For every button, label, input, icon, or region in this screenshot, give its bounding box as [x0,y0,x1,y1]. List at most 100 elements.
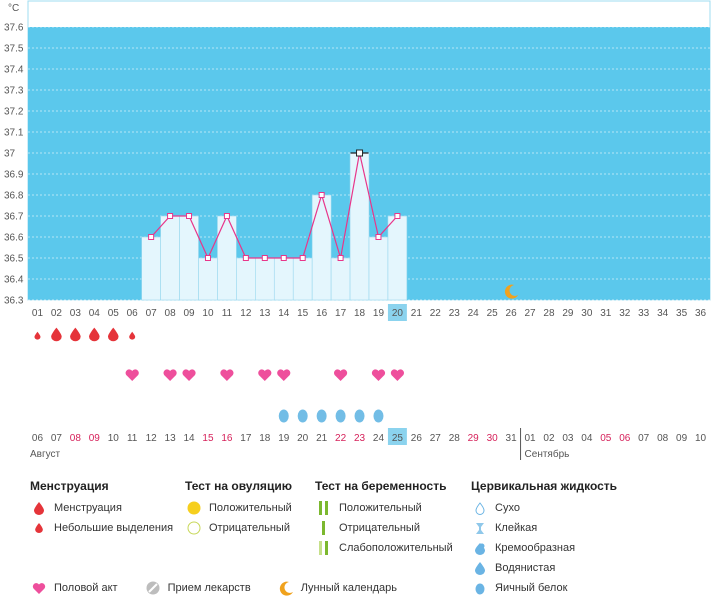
drop-icon [30,501,48,515]
legend-fluid-title: Цервикальная жидкость [471,479,618,493]
cycle-day-label: 36 [695,308,707,319]
date-label: 09 [676,433,688,444]
egg-white-drop [297,409,308,423]
temperature-point [375,234,382,240]
temperature-bar [160,215,180,301]
cycle-day-label: 18 [354,308,366,319]
legend-menstruation-title: Менструация [30,479,109,493]
legend-item: Половой акт [30,578,118,598]
date-label: 25 [392,433,404,444]
temperature-point [204,255,211,261]
intercourse-heart [277,369,291,381]
creamy-icon [471,542,489,555]
egg-white-icon [471,582,489,595]
empty-circle-icon [185,521,203,535]
pill-icon [144,581,162,595]
legend-label: Менструация [54,502,122,514]
date-label: 07 [638,433,650,444]
date-label: 30 [487,433,499,444]
menstruation-drop [70,327,81,342]
temperature-point [148,234,155,240]
y-tick-label: 37.4 [4,65,24,76]
legend-pregnancy-title: Тест на беременность [315,479,447,493]
cycle-day-label: 12 [240,308,252,319]
cycle-day-label: 31 [600,308,612,319]
watery-icon [471,561,489,575]
spotting-drop [129,331,136,340]
y-tick-label: 36.7 [4,212,24,223]
temperature-point [261,255,268,261]
date-label: 06 [32,433,44,444]
temperature-bar [179,215,199,301]
double-bar-icon [315,501,333,515]
y-tick-label: 36.8 [4,191,24,202]
date-label: 11 [127,433,138,444]
legend-item: Положительный [185,498,292,518]
temperature-bar [330,257,351,301]
cycle-day-label: 08 [165,308,177,319]
date-label: 23 [354,433,366,444]
legend-item: Слабоположительный [315,538,453,558]
legend-label: Прием лекарств [167,582,251,594]
date-label: 05 [600,433,612,444]
temperature-bar [292,257,313,301]
legend-item: Кремообразная [471,538,617,558]
temperature-point [337,255,344,261]
cycle-day-label: 28 [543,308,555,319]
legend-item: Водянистая [471,558,617,578]
cycle-day-label: 16 [316,308,328,319]
date-label: 12 [146,433,158,444]
temperature-bar [141,236,161,301]
temperature-point [186,213,193,219]
date-label: 20 [297,433,309,444]
cycle-day-label: 23 [449,308,461,319]
date-label: 14 [183,433,195,444]
intercourse-heart [390,369,405,381]
y-tick-label: 37.3 [4,86,24,97]
cycle-day-label: 22 [430,308,442,319]
date-label: 07 [51,433,63,444]
date-label: 22 [335,433,347,444]
legend-ovulation-title: Тест на овуляцию [185,479,292,493]
temperature-bar [349,152,370,301]
y-tick-label: 36.6 [4,233,24,244]
legend-cervical-fluid: Цервикальная жидкость Сухо Клейкая Кремо… [471,478,617,598]
legend-item: Положительный [315,498,453,518]
date-label: 13 [165,433,177,444]
temperature-bar [387,215,408,301]
y-tick-label: 36.4 [4,275,24,286]
temperature-point [223,213,230,219]
y-tick-label: 37.5 [4,44,24,55]
intercourse-heart [125,369,139,381]
cycle-day-label: 35 [676,308,688,319]
cycle-day-label: 20 [392,308,404,319]
temperature-bar [236,257,256,301]
date-label: 08 [657,433,669,444]
temperature-bar [273,257,294,301]
y-tick-label: 36.9 [4,170,24,181]
intercourse-heart [182,369,196,381]
cycle-day-label: 10 [202,308,214,319]
legend-label: Клейкая [495,522,538,534]
legend-label: Кремообразная [495,542,576,554]
y-tick-label: 36.5 [4,254,24,265]
legend-label: Отрицательный [209,522,290,534]
legend-label: Яичный белок [495,582,568,594]
legend-item: Прием лекарств [144,578,251,598]
cycle-day-label: 21 [411,308,423,319]
date-label: 21 [316,433,328,444]
moon-icon [277,580,295,596]
heart-icon [30,582,48,595]
egg-white-drop [335,409,346,423]
date-label: 31 [506,433,518,444]
yellow-dot-icon [185,501,203,515]
outline-drop-icon [471,501,489,515]
egg-white-drop [354,409,365,423]
intercourse-heart [333,369,348,381]
y-tick-label: 37.6 [4,23,24,34]
cycle-day-label: 14 [278,308,290,319]
egg-white-drop [278,409,289,423]
legend-item: Лунный календарь [277,578,397,598]
date-label: 04 [581,433,593,444]
legend-label: Лунный календарь [300,582,397,594]
